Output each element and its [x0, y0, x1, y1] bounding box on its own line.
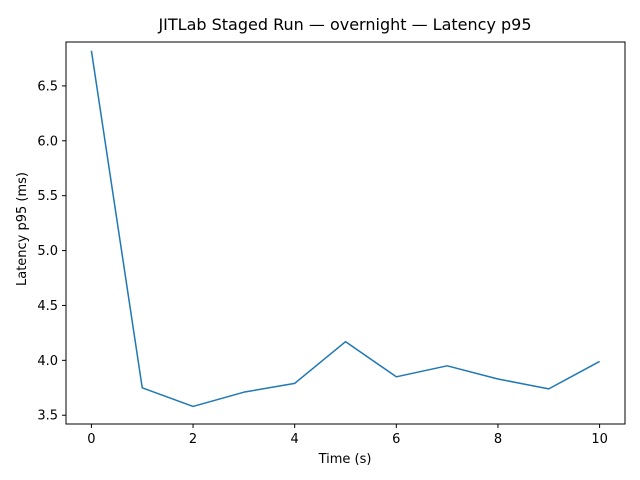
y-tick-label: 6.5 [37, 79, 58, 94]
y-tick-label: 5.5 [37, 189, 58, 204]
x-tick-label: 4 [291, 432, 299, 447]
x-tick-label: 0 [87, 432, 95, 447]
plot-area: 0 2 4 6 8 10 3.5 4.0 4.5 5.0 5.5 6.0 6.5 [37, 41, 626, 447]
x-axis-label: Time (s) [318, 452, 372, 467]
y-tick-label: 3.5 [37, 409, 58, 424]
series-line-0 [90, 50, 600, 408]
x-tick-label: 6 [392, 432, 400, 447]
plot-frame [65, 41, 626, 425]
y-tick-label: 5.0 [37, 244, 58, 259]
chart-title: JITLab Staged Run — overnight — Latency … [157, 15, 531, 34]
y-tick-label: 4.5 [37, 299, 58, 314]
y-tick-label: 4.0 [37, 354, 58, 369]
y-tick-label: 6.0 [37, 134, 58, 149]
x-tick-label: 10 [591, 432, 608, 447]
x-tick-label: 8 [494, 432, 502, 447]
x-tick-label: 2 [189, 432, 197, 447]
y-axis-label: Latency p95 (ms) [15, 172, 30, 286]
